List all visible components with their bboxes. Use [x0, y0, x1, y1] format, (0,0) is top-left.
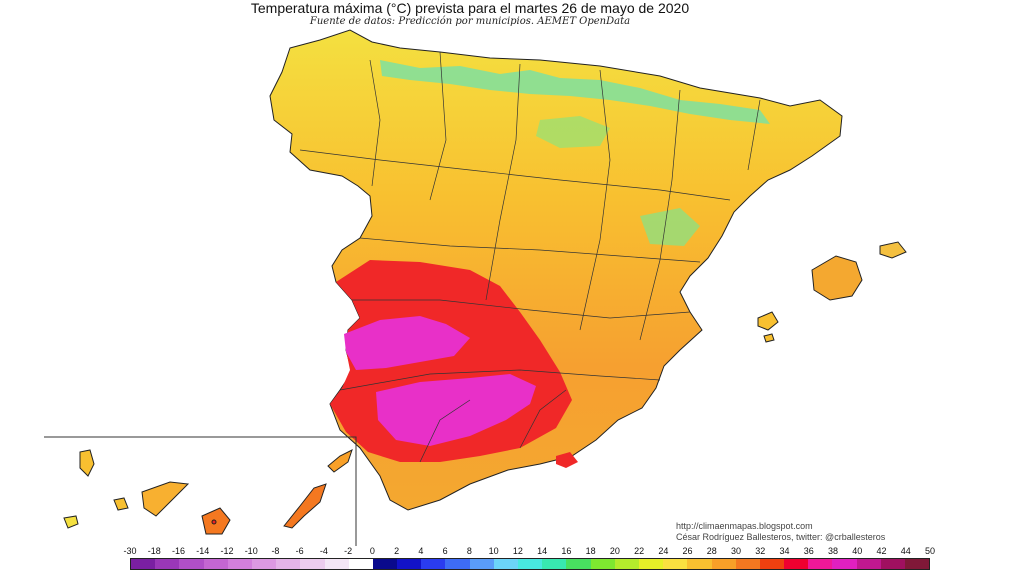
legend-swatch [711, 559, 736, 569]
legend-tick-label: 18 [585, 546, 596, 556]
map-title: Temperatura máxima (°C) prevista para el… [250, 0, 690, 16]
legend-tick-label: 30 [731, 546, 742, 556]
legend-tick-label: -12 [220, 546, 234, 556]
legend-tick-label: 2 [394, 546, 400, 556]
central-cool-patch [536, 116, 610, 148]
legend-tick-label: 0 [369, 546, 375, 556]
legend-swatch [832, 559, 857, 569]
legend-tick-label: 42 [876, 546, 887, 556]
legend-swatch [493, 559, 518, 569]
fuerteventura [283, 483, 327, 529]
balearic-islands [757, 241, 907, 343]
legend-tick-label: 22 [634, 546, 645, 556]
legend-swatch [687, 559, 712, 569]
legend-swatch [324, 559, 349, 569]
legend-tick-label: -8 [271, 546, 280, 556]
legend-tick-label: -30 [123, 546, 137, 556]
legend-tick-label: 36 [803, 546, 814, 556]
legend-swatch [131, 559, 156, 569]
iberian-system-cool-patch [640, 208, 700, 246]
legend-tick-label: 8 [466, 546, 472, 556]
canary-inset-frame [44, 436, 357, 546]
legend-tick-label: -14 [196, 546, 210, 556]
legend-swatch [179, 559, 204, 569]
tenerife [141, 481, 190, 517]
legend-swatch [203, 559, 228, 569]
author-credit: César Rodríguez Ballesteros, twitter: @c… [676, 532, 886, 542]
legend-tick-label: 26 [682, 546, 693, 556]
canary-islands [63, 449, 353, 535]
northern-cool-zone [380, 60, 770, 124]
blog-url[interactable]: http://climaenmapas.blogspot.com [676, 521, 813, 531]
extremadura-extreme-zone [344, 316, 470, 370]
legend-tick-label: 50 [924, 546, 935, 556]
legend-swatch [638, 559, 664, 569]
legend-swatch [397, 559, 422, 569]
menorca [879, 241, 907, 259]
legend-tick-label: 4 [418, 546, 424, 556]
legend-tick-label: 44 [900, 546, 911, 556]
province-borders [299, 51, 761, 463]
mallorca [811, 255, 863, 301]
legend-tick-label: 14 [537, 546, 548, 556]
legend-tick-label: 34 [779, 546, 790, 556]
legend-swatch [880, 559, 905, 569]
legend-tick-label: -10 [244, 546, 258, 556]
legend-swatch [348, 559, 373, 569]
legend-tick-label: 16 [561, 546, 572, 556]
legend-tick-label: -6 [295, 546, 304, 556]
legend-swatch [155, 559, 180, 569]
legend-tick-label: -18 [147, 546, 161, 556]
la-gomera [113, 497, 129, 511]
legend-tick-label: -4 [319, 546, 328, 556]
map-subtitle: Fuente de datos: Predicción por municipi… [309, 16, 631, 27]
legend-swatch [469, 559, 494, 569]
legend-swatch [905, 559, 930, 569]
legend-tick-label: 32 [755, 546, 766, 556]
legend-swatch [856, 559, 881, 569]
legend-tick-label: 24 [658, 546, 669, 556]
legend-tick-label: 28 [706, 546, 717, 556]
la-palma [79, 449, 95, 477]
legend-tick-label: 40 [852, 546, 863, 556]
legend-tick-label: -2 [344, 546, 353, 556]
guadalquivir-extreme-zone [376, 374, 536, 446]
legend-tick-label: -16 [171, 546, 185, 556]
legend-tick-label: 20 [609, 546, 620, 556]
legend-swatch [590, 559, 615, 569]
legend-swatch [518, 559, 543, 569]
legend-tick-label: 10 [488, 546, 499, 556]
legend-tick-label: 12 [512, 546, 523, 556]
legend-swatch [614, 559, 639, 569]
legend-swatch [566, 559, 591, 569]
legend-swatch [300, 559, 325, 569]
legend-swatch [276, 559, 301, 569]
legend-swatch [808, 559, 833, 569]
legend-swatch [227, 559, 252, 569]
legend-tick-label: 38 [828, 546, 839, 556]
legend-swatch [251, 559, 277, 569]
legend-swatch [372, 559, 398, 569]
el-hierro [63, 515, 79, 529]
color-legend [130, 558, 930, 570]
ibiza [757, 311, 779, 331]
peninsula [269, 29, 843, 511]
almeria-hot-spot [556, 452, 578, 468]
lanzarote [327, 449, 353, 473]
formentera [763, 333, 775, 343]
legend-swatch [445, 559, 470, 569]
legend-swatch [421, 559, 446, 569]
legend-tick-label: 6 [442, 546, 448, 556]
gran-canaria-hot-spot [211, 519, 217, 525]
legend-swatch [542, 559, 567, 569]
legend-swatch [784, 559, 809, 569]
legend-tick-labels: -30 -18 -16 -14 -12 -10 -8 -6 -4 -2 0 2 4 6 8 10 12 14 16 1… [0, 546, 1024, 558]
legend-swatch [663, 559, 688, 569]
legend-swatch [759, 559, 785, 569]
legend-swatch [735, 559, 760, 569]
